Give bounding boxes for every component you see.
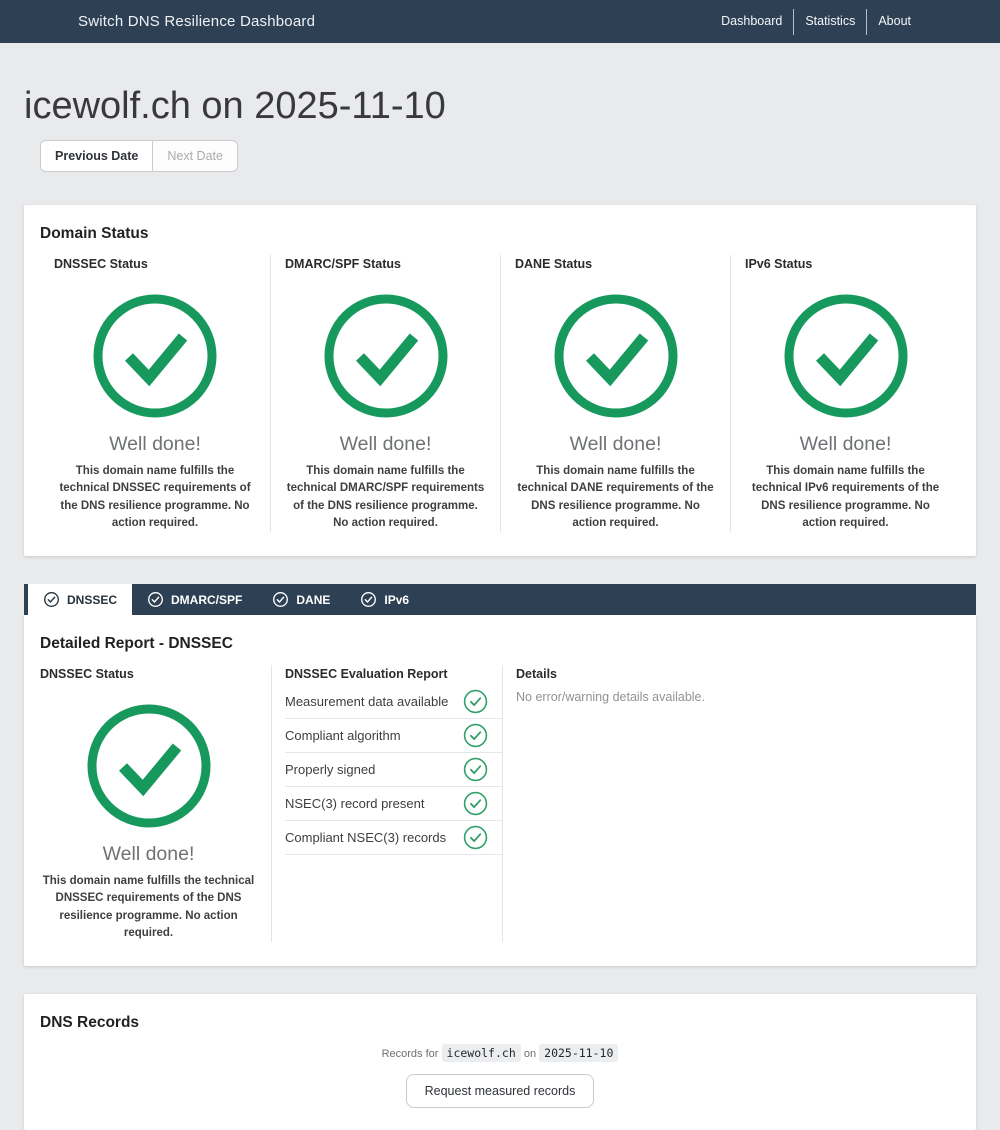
tab-label: IPv6 <box>384 592 410 607</box>
ipv6-status-column: IPv6 Status Well done! This domain name … <box>730 255 960 532</box>
evaluation-item: Compliant algorithm <box>285 719 502 753</box>
on-label: on <box>523 1048 537 1060</box>
tab-dnssec[interactable]: DNSSEC <box>28 584 133 615</box>
page-title: icewolf.ch on 2025-11-10 <box>24 85 446 127</box>
detailed-report-card: Detailed Report - DNSSEC DNSSEC Status W… <box>24 615 976 966</box>
status-result: Well done! <box>569 433 662 455</box>
records-for-label: Records for <box>381 1048 439 1060</box>
evaluation-item: Properly signed <box>285 753 502 787</box>
dane-status-column: DANE Status Well done! This domain name … <box>500 255 730 532</box>
check-circle-icon <box>285 293 486 419</box>
dnssec-status-column: DNSSEC Status Well done! This domain nam… <box>40 255 270 532</box>
date-navigation: Previous Date Next Date <box>40 140 238 172</box>
dns-records-card: DNS Records Records for icewolf.ch on 20… <box>24 994 976 1130</box>
details-title: Details <box>516 667 557 681</box>
date-code: 2025-11-10 <box>539 1044 619 1062</box>
domain-status-card: Domain Status DNSSEC Status Well done! T… <box>24 205 976 556</box>
check-circle-icon <box>40 703 257 829</box>
nav-link-about[interactable]: About <box>878 14 911 28</box>
evaluation-item: Compliant NSEC(3) records <box>285 821 502 855</box>
ipv6-status-heading: IPv6 Status <box>745 257 813 271</box>
tab-ipv6[interactable]: IPv6 <box>345 584 424 615</box>
evaluation-item: NSEC(3) record present <box>285 787 502 821</box>
tab-label: DNSSEC <box>67 592 118 607</box>
nav-separator <box>866 8 868 35</box>
evaluation-item-label: NSEC(3) record present <box>285 796 425 811</box>
status-description: This domain name fulfills the technical … <box>59 465 251 529</box>
check-circle-icon <box>463 689 488 714</box>
next-date-button[interactable]: Next Date <box>153 140 238 172</box>
detailed-dnssec-status-column: DNSSEC Status Well done! This domain nam… <box>40 665 271 942</box>
evaluation-item-label: Compliant NSEC(3) records <box>285 830 447 845</box>
evaluation-item-label: Compliant algorithm <box>285 728 401 743</box>
details-column: Details No error/warning details availab… <box>502 665 960 942</box>
request-measured-records-button[interactable]: Request measured records <box>405 1074 595 1108</box>
dns-records-title: DNS Records <box>40 1014 140 1031</box>
check-circle-icon <box>463 825 488 850</box>
app-title[interactable]: Switch DNS Resilience Dashboard <box>78 13 316 30</box>
navbar-links: Dashboard Statistics About <box>710 0 922 43</box>
evaluation-item-label: Properly signed <box>285 762 376 777</box>
evaluation-report-title: DNSSEC Evaluation Report <box>285 667 448 681</box>
nav-link-dashboard[interactable]: Dashboard <box>721 14 783 28</box>
status-result: Well done! <box>109 433 201 455</box>
check-circle-icon <box>463 757 488 782</box>
domain-code: icewolf.ch <box>441 1044 521 1062</box>
check-circle-icon <box>515 293 716 419</box>
detailed-report-title: Detailed Report - DNSSEC <box>40 635 233 652</box>
check-circle-icon <box>272 591 289 608</box>
tab-dane[interactable]: DANE <box>257 584 345 615</box>
domain-status-grid: DNSSEC Status Well done! This domain nam… <box>40 255 960 532</box>
status-description: This domain name fulfills the technical … <box>286 465 485 529</box>
status-description: This domain name fulfills the technical … <box>517 465 714 529</box>
records-line: Records for icewolf.ch on 2025-11-10 <box>40 1044 960 1062</box>
dane-status-heading: DANE Status <box>515 257 593 271</box>
nav-separator <box>793 8 795 35</box>
domain-status-title: Domain Status <box>40 225 149 242</box>
report-tabbar: DNSSEC DMARC/SPF DANE IPv6 <box>24 584 976 615</box>
detailed-status-heading: DNSSEC Status <box>40 667 134 681</box>
dmarc-spf-status-column: DMARC/SPF Status Well done! This domain … <box>270 255 500 532</box>
navbar: Switch DNS Resilience Dashboard Dashboar… <box>0 0 1000 43</box>
status-result: Well done! <box>102 843 195 865</box>
check-circle-icon <box>463 791 488 816</box>
status-description: This domain name fulfills the technical … <box>42 875 255 939</box>
dmarc-spf-status-heading: DMARC/SPF Status <box>285 257 401 271</box>
tab-label: DMARC/SPF <box>171 592 243 607</box>
evaluation-report-column: DNSSEC Evaluation Report Measurement dat… <box>271 665 502 942</box>
check-circle-icon <box>463 723 488 748</box>
check-circle-icon <box>745 293 946 419</box>
status-result: Well done! <box>799 433 892 455</box>
details-message: No error/warning details available. <box>516 690 705 704</box>
check-circle-icon <box>360 591 377 608</box>
check-circle-icon <box>43 591 60 608</box>
evaluation-item-label: Measurement data available <box>285 694 449 709</box>
nav-link-statistics[interactable]: Statistics <box>805 14 856 28</box>
status-result: Well done! <box>339 433 432 455</box>
tab-label: DANE <box>296 592 331 607</box>
previous-date-button[interactable]: Previous Date <box>40 140 154 172</box>
status-description: This domain name fulfills the technical … <box>751 465 940 529</box>
dnssec-status-heading: DNSSEC Status <box>54 257 148 271</box>
check-circle-icon <box>147 591 164 608</box>
evaluation-item: Measurement data available <box>285 685 502 719</box>
tab-dmarc-spf[interactable]: DMARC/SPF <box>132 584 257 615</box>
detailed-report-grid: DNSSEC Status Well done! This domain nam… <box>40 665 960 942</box>
check-circle-icon <box>54 293 256 419</box>
